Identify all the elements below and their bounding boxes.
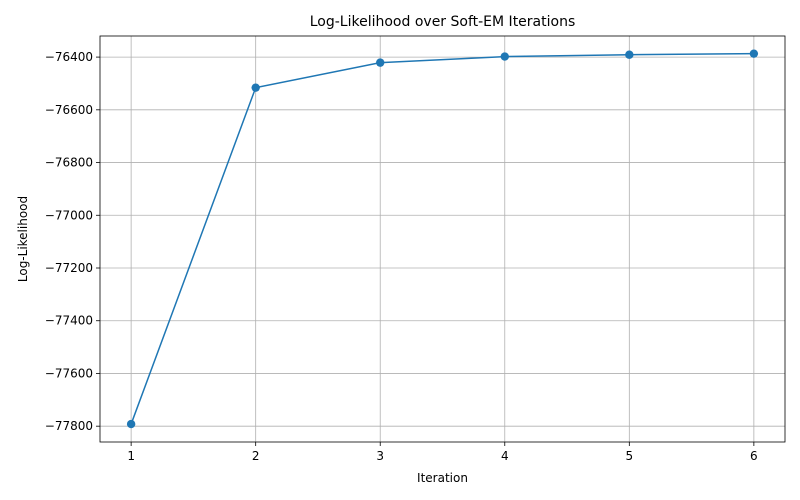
data-point xyxy=(625,50,634,59)
data-point xyxy=(251,83,260,92)
chart-title: Log-Likelihood over Soft-EM Iterations xyxy=(310,14,576,30)
y-tick-label: −77000 xyxy=(45,208,93,222)
plot-frame xyxy=(99,35,786,443)
y-tick-label: −76800 xyxy=(45,156,93,170)
y-tick-label: −76400 xyxy=(45,50,93,64)
y-tick-label: −77200 xyxy=(45,261,93,275)
x-tick-label: 1 xyxy=(127,449,135,463)
series-layer xyxy=(126,49,759,429)
data-point xyxy=(500,52,509,61)
grid-layer xyxy=(100,36,785,442)
x-tick-label: 6 xyxy=(750,449,758,463)
series-line xyxy=(130,52,754,425)
y-tick-label: −77400 xyxy=(45,314,93,328)
y-axis-label: Log-Likelihood xyxy=(16,196,30,282)
x-tick-label: 3 xyxy=(376,449,384,463)
ticks-layer: 1 2 3 4 5 6 −77800 −77600 −77400 −77200 −77000 −768… xyxy=(45,50,758,463)
x-tick-label: 2 xyxy=(252,449,260,463)
data-point xyxy=(749,49,759,58)
x-tick-label: 4 xyxy=(501,449,509,463)
y-tick-label: −77800 xyxy=(45,419,93,433)
data-point xyxy=(126,419,136,429)
x-axis-label: Iteration xyxy=(417,471,468,485)
y-tick-label: −77600 xyxy=(45,366,93,380)
y-tick-label: −76600 xyxy=(45,103,93,117)
x-tick-label: 5 xyxy=(625,449,633,463)
data-point xyxy=(376,58,385,67)
